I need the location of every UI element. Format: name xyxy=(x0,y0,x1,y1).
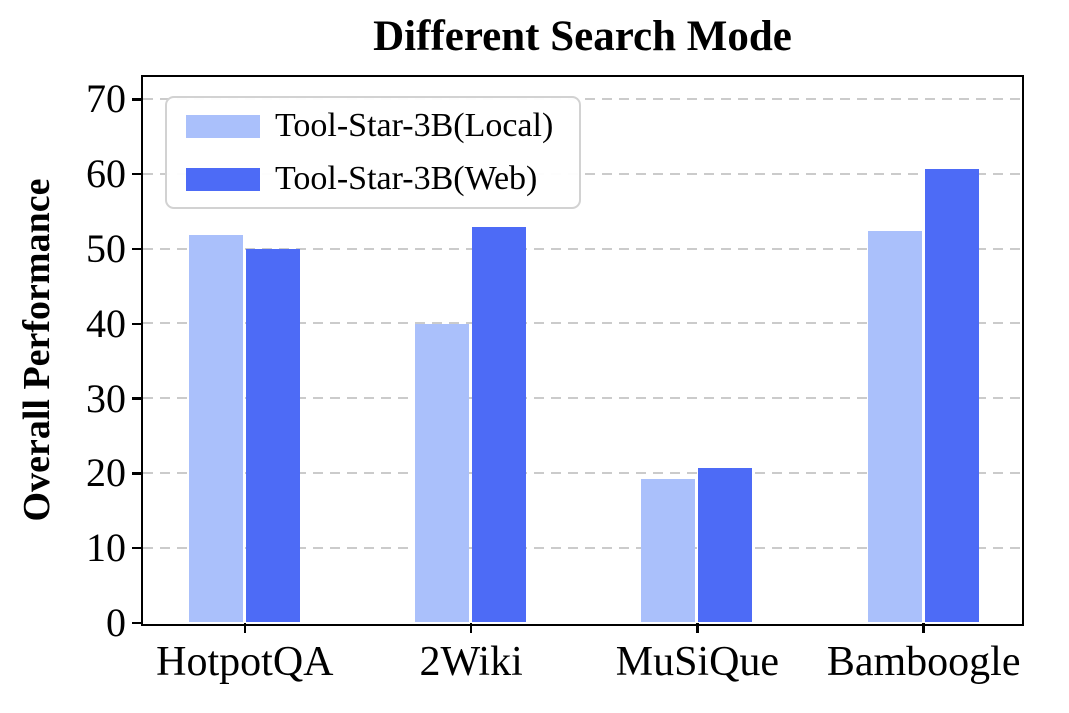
bar-tool-star-3b-local--2wiki xyxy=(415,324,470,623)
y-tick-label-0: 0 xyxy=(106,600,126,645)
gridline-y-50 xyxy=(142,247,1022,250)
legend-item-local: Tool-Star-3B(Local) xyxy=(186,107,579,145)
y-tick-mark-20 xyxy=(132,472,143,475)
y-tick-label-20: 20 xyxy=(86,450,126,496)
bar-tool-star-3b-web--musique xyxy=(698,468,753,623)
plot-area xyxy=(140,74,1024,626)
gridline-y-30 xyxy=(142,397,1022,400)
y-tick-mark-30 xyxy=(132,397,143,400)
bar-tool-star-3b-local--bamboogle xyxy=(867,230,922,623)
gridline-y-40 xyxy=(142,322,1022,325)
gridline-y-70 xyxy=(142,97,1022,100)
legend: Tool-Star-3B(Local) Tool-Star-3B(Web) xyxy=(165,96,581,209)
y-tick-label-40: 40 xyxy=(86,300,126,346)
legend-label-web: Tool-Star-3B(Web) xyxy=(275,160,538,197)
y-tick-mark-10 xyxy=(132,546,143,550)
bar-tool-star-3b-web--hotpotqa xyxy=(245,248,300,623)
gridline-y-60 xyxy=(142,172,1022,175)
legend-label-local: Tool-Star-3B(Local) xyxy=(275,107,554,144)
y-tick-label-30: 30 xyxy=(86,375,126,421)
bar-tool-star-3b-web--bamboogle xyxy=(924,169,979,623)
y-tick-label-60: 60 xyxy=(86,151,126,197)
gridline-y-20 xyxy=(142,471,1022,474)
y-tick-mark-50 xyxy=(132,247,143,251)
y-tick-label-10: 10 xyxy=(86,525,126,571)
chart-title: Different Search Mode xyxy=(373,13,792,60)
x-tick-label-bamboogle: Bamboogle xyxy=(826,639,1021,685)
gridline-y-10 xyxy=(142,546,1022,549)
x-tick-mark-hotpotqa xyxy=(243,623,247,633)
y-tick-mark-40 xyxy=(132,322,143,326)
x-tick-label-musique: MuSiQue xyxy=(615,639,780,685)
bar-tool-star-3b-web--2wiki xyxy=(472,226,527,623)
y-tick-mark-70 xyxy=(132,98,143,101)
x-tick-label-2wiki: 2Wiki xyxy=(419,639,523,685)
legend-item-web: Tool-Star-3B(Web) xyxy=(186,160,579,198)
y-tick-mark-0 xyxy=(132,621,143,625)
y-tick-label-70: 70 xyxy=(86,76,126,122)
y-tick-label-50: 50 xyxy=(86,226,126,272)
x-tick-mark-2wiki xyxy=(469,623,473,633)
bar-tool-star-3b-local--musique xyxy=(641,478,696,623)
legend-swatch-local-icon xyxy=(186,114,260,138)
legend-swatch-web-icon xyxy=(186,167,260,191)
x-tick-mark-bamboogle xyxy=(922,623,925,633)
x-tick-mark-musique xyxy=(696,623,699,633)
bar-tool-star-3b-local--hotpotqa xyxy=(188,235,243,623)
x-tick-label-hotpotqa: HotpotQA xyxy=(156,639,334,685)
y-tick-mark-60 xyxy=(132,172,143,176)
